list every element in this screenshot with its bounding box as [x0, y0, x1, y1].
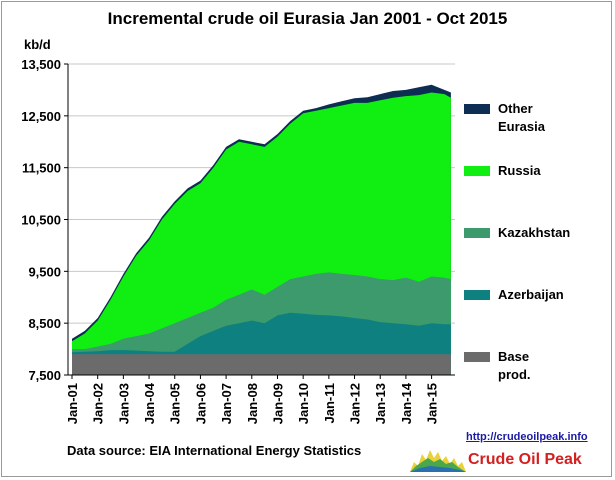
x-tick-label: Jan-11	[322, 383, 337, 423]
y-tick-label: 12,500	[21, 109, 61, 124]
chart-title: Incremental crude oil Eurasia Jan 2001 -…	[107, 9, 508, 28]
y-tick-label: 7,500	[28, 368, 61, 383]
legend-label: Russia	[498, 163, 541, 178]
x-tick-label: Jan-08	[245, 383, 260, 424]
legend-label: Base prod.	[498, 349, 531, 382]
y-tick-label: 9,500	[28, 264, 61, 279]
data-source-note: Data source: EIA International Energy St…	[67, 443, 362, 458]
legend-swatch	[464, 352, 490, 362]
x-tick-label: Jan-14	[399, 382, 414, 424]
y-tick-label: 13,500	[21, 57, 61, 72]
legend-label: Other Eurasia	[498, 101, 545, 134]
website-link[interactable]: http://crudeoilpeak.info	[466, 431, 588, 443]
x-tick-label: Jan-01	[65, 383, 80, 424]
x-tick-label: Jan-13	[373, 383, 388, 424]
x-tick-label: Jan-04	[142, 382, 157, 424]
legend-label: Azerbaijan	[498, 287, 564, 302]
y-axis-label: kb/d	[24, 37, 51, 52]
x-tick-label: Jan-03	[116, 383, 131, 424]
legend-swatch	[464, 166, 490, 176]
x-tick-label: Jan-10	[296, 383, 311, 424]
logo-icon	[410, 450, 466, 472]
x-tick-label: Jan-12	[348, 383, 363, 424]
x-tick-label: Jan-15	[425, 383, 440, 424]
legend-swatch	[464, 228, 490, 238]
axes	[64, 63, 455, 379]
x-tick-labels: Jan-01 Jan-02 Jan-03 Jan-04 Jan-05 Jan-06 Jan-…	[65, 382, 440, 424]
x-tick-label: Jan-06	[193, 383, 208, 424]
y-tick-label: 10,500	[21, 213, 61, 228]
area-series	[72, 84, 451, 375]
x-tick-label: Jan-07	[219, 383, 234, 424]
brand-logo: Crude Oil Peak	[410, 446, 610, 476]
area-base-prod.	[72, 354, 451, 375]
x-tick-label: Jan-02	[91, 383, 106, 424]
legend-swatch	[464, 104, 490, 114]
y-tick-labels: 7,500 8,500 9,500 10,500 11,500 12,500 13,500	[21, 57, 61, 383]
brand-name: Crude Oil Peak	[468, 451, 582, 468]
x-tick-label: Jan-05	[168, 383, 183, 424]
legend-label: Kazakhstan	[498, 225, 571, 240]
x-tick-label: Jan-09	[270, 383, 285, 424]
y-tick-label: 11,500	[22, 161, 61, 176]
legend: Other Eurasia Russia Kazakhstan Azerbaijan B…	[460, 92, 610, 382]
y-tick-label: 8,500	[28, 316, 61, 331]
legend-swatch	[464, 290, 490, 300]
